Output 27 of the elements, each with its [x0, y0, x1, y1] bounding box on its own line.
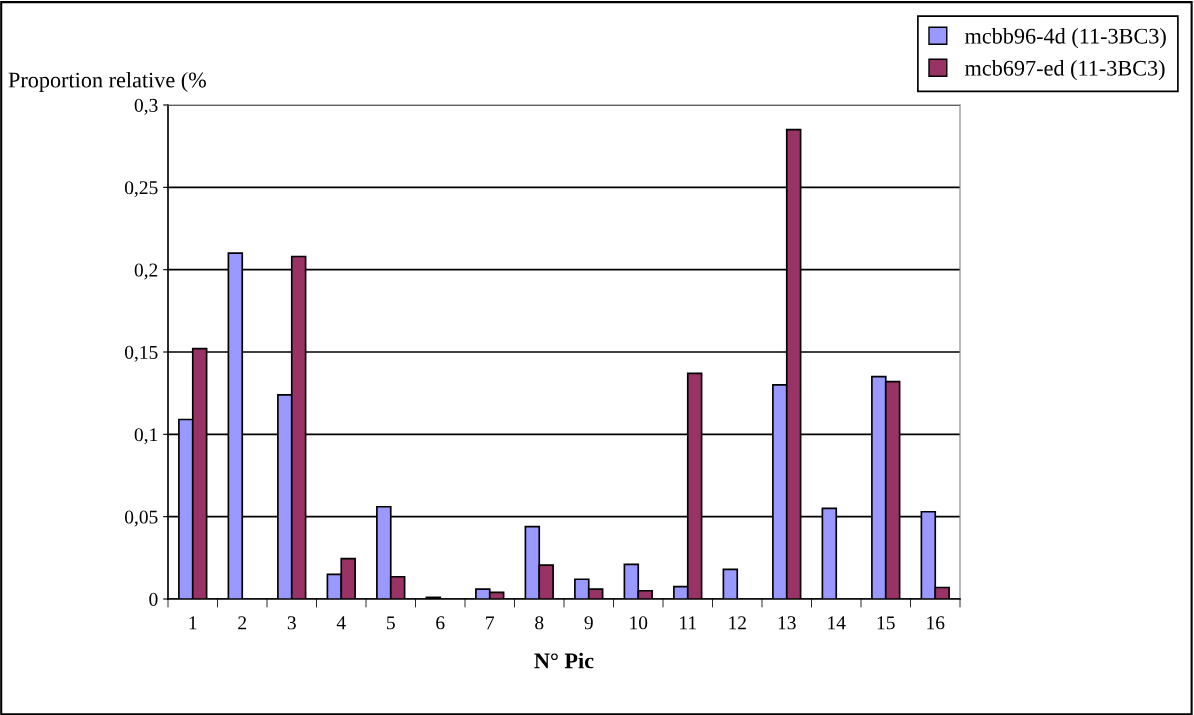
- x-tick-label: 10: [630, 616, 648, 630]
- x-tick-label: 4: [336, 616, 346, 630]
- legend-label: mcb697-ed (11-3BC3): [965, 60, 1165, 81]
- x-tick-label: 1: [189, 616, 197, 630]
- x-tick-label: 2: [238, 616, 247, 630]
- x-axis-title: N° Pic: [534, 652, 594, 669]
- y-tick-label: 0,05: [124, 510, 158, 527]
- y-axis-title: Proportion relative (%: [8, 71, 206, 93]
- x-tick-label: 11: [680, 616, 696, 630]
- x-tick-label: 13: [778, 616, 796, 630]
- y-tick-label: 0,3: [134, 98, 158, 115]
- x-tick-label: 8: [535, 616, 544, 630]
- y-tick-label: 0: [149, 592, 158, 606]
- x-tick-label: 7: [486, 616, 495, 630]
- x-tick-label: 9: [584, 616, 593, 630]
- x-tick-label: 3: [287, 616, 296, 630]
- x-tick-label: 5: [387, 616, 395, 630]
- x-tick-label: 14: [828, 616, 846, 630]
- y-tick-label: 0,15: [124, 345, 158, 362]
- x-tick-label: 6: [436, 616, 445, 630]
- x-tick-label: 16: [927, 616, 945, 630]
- y-tick-label: 0,1: [134, 428, 158, 445]
- y-tick-label: 0,2: [134, 263, 158, 280]
- x-tick-label: 12: [729, 616, 746, 630]
- x-tick-label: 15: [877, 616, 895, 630]
- legend-label: mcbb96-4d (11-3BC3): [965, 28, 1166, 49]
- y-tick-label: 0,25: [124, 181, 158, 198]
